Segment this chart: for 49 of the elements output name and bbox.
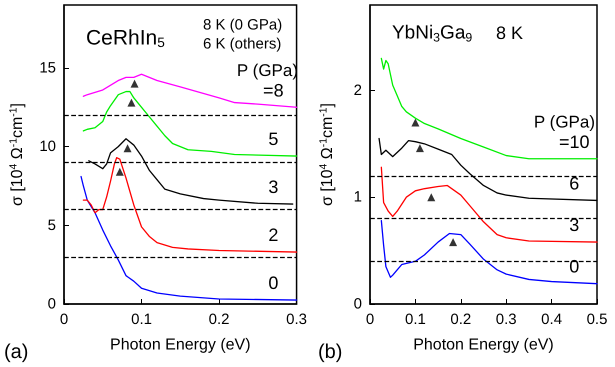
y-tick-label: 10 bbox=[39, 138, 56, 156]
series-label: =10 bbox=[559, 132, 590, 152]
x-tick-label: 0.3 bbox=[496, 311, 517, 328]
series-label: 3 bbox=[268, 177, 278, 198]
legend-title: P (GPa) bbox=[534, 112, 595, 132]
point bbox=[449, 238, 458, 246]
point bbox=[124, 144, 132, 152]
x-tick-label: 0.1 bbox=[404, 311, 426, 328]
series-label: 2 bbox=[268, 225, 278, 246]
series-label: 5 bbox=[268, 129, 278, 150]
y-tick-label: 5 bbox=[48, 216, 56, 234]
text: (b) bbox=[318, 341, 342, 363]
series-label: =8 bbox=[263, 80, 284, 100]
annotation: 6 K (others) bbox=[203, 36, 282, 52]
x-tick-label: 0 bbox=[366, 311, 374, 328]
point bbox=[411, 118, 420, 126]
point bbox=[130, 80, 139, 88]
annotation: 8 K bbox=[496, 23, 524, 43]
line-series bbox=[380, 220, 598, 284]
point bbox=[416, 144, 424, 152]
x-axis-title: Photon Energy (eV) bbox=[413, 336, 554, 354]
y-tick-label: 1 bbox=[354, 188, 362, 206]
x-tick-label: 0.2 bbox=[450, 311, 472, 328]
line-series bbox=[80, 176, 298, 301]
x-tick-label: 0.3 bbox=[286, 311, 308, 328]
text: (a) bbox=[4, 341, 28, 363]
point bbox=[127, 98, 136, 107]
y-axis-title: σ [104 Ω-1cm-1] bbox=[8, 102, 26, 206]
y-tick-label: 15 bbox=[39, 59, 56, 76]
line-series bbox=[380, 58, 598, 160]
series-label: 0 bbox=[268, 273, 278, 294]
y-tick-label: 2 bbox=[354, 82, 362, 99]
x-tick-label: 0.1 bbox=[131, 311, 152, 328]
legend-title: P (GPa) bbox=[236, 60, 298, 80]
x-tick-label: 0.2 bbox=[208, 311, 230, 328]
line-series bbox=[380, 166, 598, 243]
series-label: 3 bbox=[569, 215, 580, 236]
x-tick-label: 0.4 bbox=[541, 311, 562, 328]
point bbox=[427, 193, 436, 202]
x-tick-label: 0 bbox=[60, 311, 68, 328]
x-tick-label: 0.5 bbox=[586, 311, 608, 328]
series-label: 6 bbox=[569, 173, 580, 194]
y-tick-label: 0 bbox=[48, 296, 56, 312]
point bbox=[116, 168, 124, 176]
line-series bbox=[82, 156, 298, 253]
x-axis-title: Photon Energy (eV) bbox=[110, 336, 251, 354]
y-axis-title: σ [104 Ω-1cm-1] bbox=[318, 102, 336, 206]
annotation: 8 K (0 GPa) bbox=[203, 16, 282, 34]
y-tick-label: 0 bbox=[354, 296, 362, 312]
